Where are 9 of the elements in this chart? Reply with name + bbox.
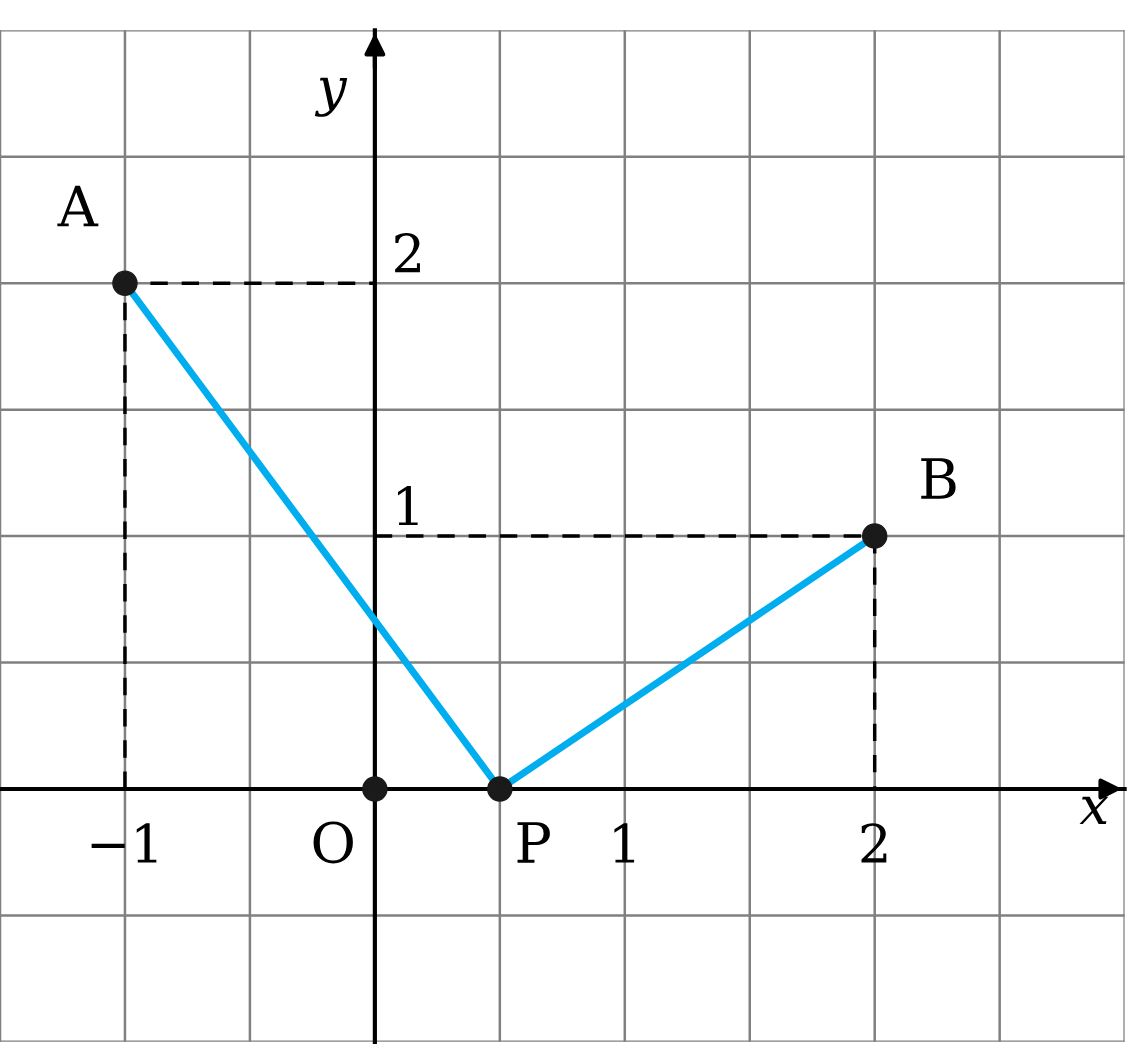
y-axis-title: y xyxy=(314,77,348,117)
x-tick-label: 1 xyxy=(614,823,635,863)
annotation: P xyxy=(517,822,550,863)
annotation: B xyxy=(921,458,956,499)
x-tick-label: −1 xyxy=(91,823,157,863)
annotation: A xyxy=(57,185,99,227)
annotation: O xyxy=(313,821,353,864)
x-axis-title: x xyxy=(1079,796,1109,825)
x-tick-label: 2 xyxy=(861,823,887,863)
